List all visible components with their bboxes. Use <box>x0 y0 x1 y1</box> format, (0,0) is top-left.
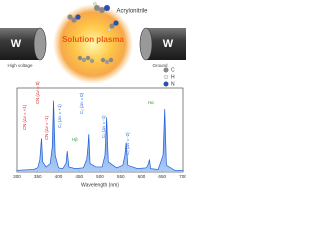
x-tick-label: 400 <box>55 174 63 179</box>
x-axis-title: Wavelength (nm) <box>81 182 119 188</box>
electrode-tip <box>139 27 153 61</box>
legend-marker <box>163 67 169 73</box>
annotation: C₂ (Δv = -2) <box>125 132 130 155</box>
legend-label: C <box>171 67 175 73</box>
spectrum-line <box>16 100 183 171</box>
left-electrode <box>0 28 40 60</box>
legend-label: H <box>171 74 175 80</box>
x-tick-label: 350 <box>34 174 42 179</box>
electrode-label: W <box>11 38 22 50</box>
legend-marker <box>163 74 169 80</box>
x-tick-label: 500 <box>96 174 104 179</box>
figure: W W High voltage Ground Solution plasma … <box>0 2 187 188</box>
molecules <box>67 2 119 65</box>
annotation: Hβ <box>72 137 78 142</box>
legend-label: N <box>171 81 175 87</box>
annotation: C₂ (Δv = +1) <box>57 104 62 128</box>
annotation: CN (Δv = +1) <box>22 104 27 130</box>
annotation: C₂ (Δv = -1) <box>101 115 106 138</box>
annotation: C₂ (Δv = 0) <box>79 92 84 114</box>
annotation: CN (Δv = -1) <box>44 115 49 140</box>
electrode-label: W <box>163 38 174 50</box>
legend-marker <box>163 81 169 87</box>
molecule-label: Acrylonitrile <box>116 9 148 15</box>
electrode-caption: Ground <box>152 63 168 68</box>
electrode-tip <box>33 27 47 61</box>
plasma-label: Solution plasma <box>62 35 124 44</box>
electrode-caption: High voltage <box>7 63 33 68</box>
x-tick-label: 600 <box>138 174 146 179</box>
x-tick-label: 450 <box>75 174 83 179</box>
x-tick-label: 300 <box>13 174 21 179</box>
annotation: Hα <box>148 100 154 105</box>
right-electrode <box>146 28 186 60</box>
annotation: CN (Δv = 0) <box>35 81 40 104</box>
x-tick-label: 550 <box>117 174 125 179</box>
x-tick-label: 700 <box>179 174 186 179</box>
x-tick-label: 650 <box>158 174 166 179</box>
spectrum-area <box>17 100 183 172</box>
